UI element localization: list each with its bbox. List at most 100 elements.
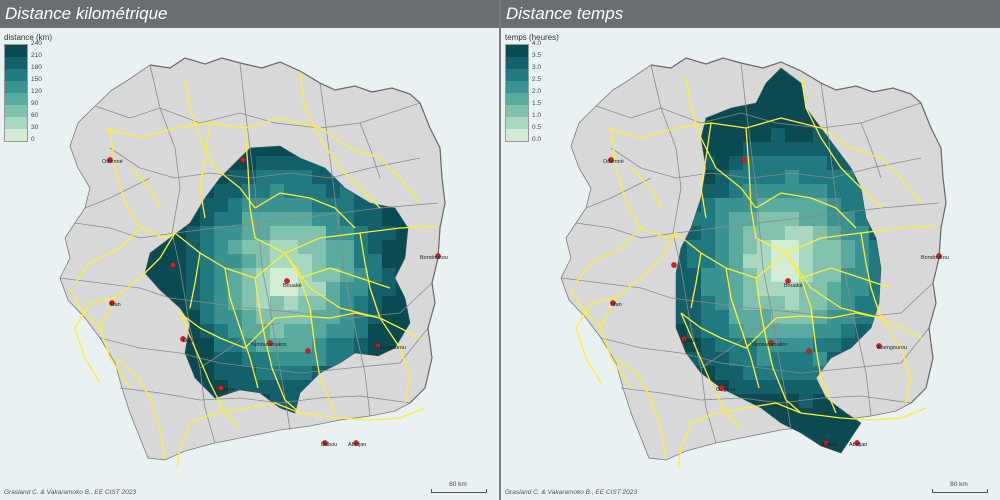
choropleth-cell	[799, 156, 814, 171]
choropleth-cell	[673, 464, 688, 468]
choropleth-cell	[701, 254, 716, 269]
choropleth-cell	[256, 352, 271, 367]
road	[339, 407, 426, 421]
choropleth-cell	[729, 464, 744, 468]
legend-tick-label: 60	[31, 112, 39, 119]
choropleth-cell	[771, 114, 786, 129]
road	[224, 267, 259, 389]
city-label: Bouaké	[283, 283, 302, 289]
choropleth-cell	[701, 212, 716, 227]
choropleth-cell	[813, 198, 828, 213]
choropleth-cell	[284, 380, 299, 395]
choropleth-cell	[298, 352, 313, 367]
choropleth-cell	[883, 58, 898, 73]
choropleth-cell	[701, 282, 716, 297]
city-label: Daloa	[183, 338, 198, 344]
choropleth-cell	[228, 352, 243, 367]
choropleth-cell	[326, 464, 341, 468]
choropleth-cell	[214, 338, 229, 353]
choropleth-cell	[312, 254, 327, 269]
city-marker	[353, 440, 359, 446]
choropleth-cell	[326, 254, 341, 269]
choropleth-cell	[326, 226, 341, 241]
choropleth-cell	[715, 450, 730, 453]
city-label: Odienné	[603, 159, 624, 165]
choropleth-cell	[396, 436, 411, 451]
choropleth-cell	[701, 296, 716, 311]
choropleth-cell	[396, 464, 411, 468]
legend-tick-label: 2.5	[532, 76, 542, 83]
choropleth-cell	[799, 436, 814, 451]
choropleth-cell	[200, 310, 215, 325]
legend-tick-label: 210	[31, 52, 42, 59]
road	[299, 267, 391, 289]
choropleth-cell	[172, 268, 187, 283]
scale-bar: 80 km	[431, 481, 487, 495]
choropleth-cell	[228, 212, 243, 227]
road	[199, 122, 211, 219]
road	[820, 127, 922, 204]
choropleth-cell	[144, 464, 159, 468]
legend-tick-label: 1.0	[532, 112, 542, 119]
choropleth-cell	[326, 352, 341, 367]
road	[570, 287, 602, 329]
city-marker	[170, 262, 176, 268]
choropleth-cell	[925, 394, 940, 409]
choropleth-cell	[270, 212, 285, 227]
road	[700, 122, 712, 219]
admin-boundary	[109, 147, 421, 179]
choropleth-cell	[214, 296, 229, 311]
choropleth-cell	[925, 408, 940, 423]
panel-title: Distance temps	[506, 4, 624, 23]
city-label: Gagnoa	[716, 387, 737, 393]
city-marker	[267, 340, 273, 346]
choropleth-cell	[729, 324, 744, 339]
panel-header: Distance temps	[501, 0, 1000, 28]
choropleth-cell	[799, 212, 814, 227]
choropleth-cell	[676, 324, 688, 339]
choropleth-cell	[158, 464, 173, 468]
choropleth-cell	[757, 464, 772, 468]
choropleth-cell	[911, 422, 926, 437]
choropleth-cell	[396, 72, 411, 87]
choropleth-cell	[186, 226, 201, 241]
choropleth-cell	[897, 72, 912, 87]
city-label: Gagnoa	[215, 387, 236, 393]
choropleth-cell	[298, 240, 313, 255]
choropleth-cell	[729, 142, 744, 157]
choropleth-cell	[813, 156, 828, 171]
choropleth-cell	[200, 282, 215, 297]
panel-header: Distance kilométrique	[0, 0, 499, 28]
road	[745, 127, 837, 414]
choropleth-cell	[799, 268, 814, 283]
choropleth-cell	[659, 464, 674, 468]
choropleth-cell	[715, 156, 730, 171]
choropleth-cell	[715, 268, 730, 283]
choropleth-cell	[687, 254, 702, 269]
road	[630, 167, 662, 209]
choropleth-cell	[214, 450, 229, 465]
city-marker	[681, 336, 687, 342]
city-label: Dabou	[822, 442, 838, 448]
choropleth-cell	[869, 268, 881, 283]
panel-title: Distance kilométrique	[5, 4, 168, 23]
choropleth-cell	[424, 408, 439, 423]
choropleth-cell	[771, 156, 786, 171]
choropleth-cell	[424, 58, 439, 73]
choropleth-cell	[214, 282, 229, 297]
city-marker	[936, 253, 942, 259]
choropleth-cell	[270, 352, 285, 367]
choropleth-cell	[785, 198, 800, 213]
choropleth-cell	[312, 324, 327, 339]
choropleth-cell	[715, 324, 730, 339]
choropleth-cell	[827, 324, 842, 339]
legend-swatch	[506, 105, 528, 117]
city-marker	[719, 385, 725, 391]
choropleth-cell	[340, 198, 355, 213]
choropleth-cell	[340, 58, 355, 73]
choropleth-cell	[200, 268, 215, 283]
choropleth-cell	[256, 310, 271, 325]
choropleth-cell	[410, 422, 425, 437]
choropleth-cell	[326, 184, 341, 199]
choropleth-cell	[645, 464, 660, 468]
